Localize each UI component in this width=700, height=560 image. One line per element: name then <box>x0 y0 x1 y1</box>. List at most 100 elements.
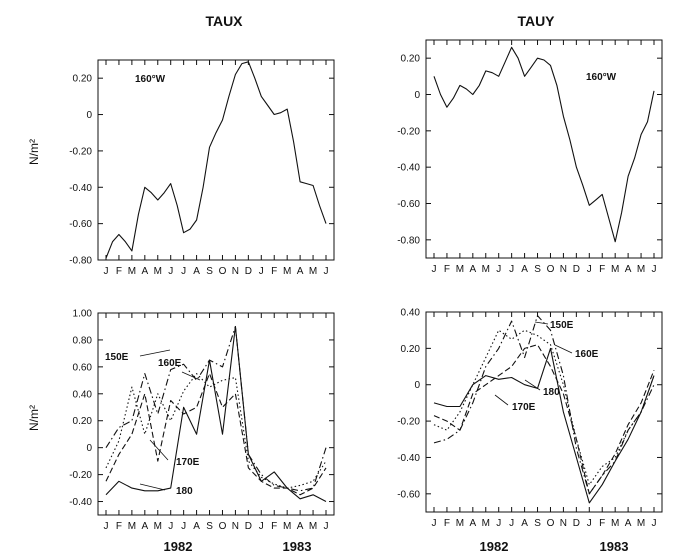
x-tick-label: F <box>599 518 605 529</box>
x-tick-label: M <box>154 521 162 532</box>
y-axis-label-bottom: N/m² <box>27 405 41 431</box>
series-line-170e <box>105 373 327 496</box>
plot-frame <box>425 311 663 513</box>
x-tick-label: S <box>206 521 213 532</box>
x-tick-label: F <box>444 264 450 275</box>
series-label-leader <box>494 394 509 406</box>
x-tick-label: J <box>259 521 264 532</box>
x-tick-label: A <box>625 264 632 275</box>
x-tick-label: F <box>444 518 450 529</box>
series-line-170e <box>433 344 655 495</box>
x-tick-label: M <box>128 521 136 532</box>
station-annotation: 160°W <box>586 72 617 83</box>
y-tick-label: -0.40 <box>397 163 420 174</box>
x-tick-label: A <box>469 264 476 275</box>
series-line-180 <box>433 347 655 504</box>
x-tick-label: M <box>128 266 136 277</box>
x-tick-label: N <box>232 266 239 277</box>
x-tick-label: J <box>496 264 501 275</box>
x-tick-label: A <box>521 518 528 529</box>
series-label-160e: 160E <box>158 358 182 369</box>
series-line <box>433 46 655 243</box>
x-tick-label: M <box>154 266 162 277</box>
series-line-180 <box>105 325 327 502</box>
x-tick-label: J <box>181 521 186 532</box>
series-label-leader <box>139 349 171 357</box>
x-tick-label: J <box>509 518 514 529</box>
x-tick-label: J <box>104 266 109 277</box>
x-tick-label: M <box>283 521 291 532</box>
x-tick-label: M <box>637 264 645 275</box>
x-tick-label: A <box>193 521 200 532</box>
series-label-180: 180 <box>543 387 560 398</box>
series-label-leader <box>149 439 169 461</box>
x-tick-label: J <box>432 264 437 275</box>
year-label-1983-right: 1983 <box>600 539 629 554</box>
x-tick-label: N <box>560 518 567 529</box>
panel-3: 1.000.800.600.400.200-0.20-0.40J F M A M J J A S… <box>69 309 335 532</box>
y-axis-label-top: N/m² <box>27 139 41 165</box>
x-tick-label: F <box>116 521 122 532</box>
x-tick-label: M <box>309 521 317 532</box>
plot-panels: 0.200-0.20-0.40-0.60-0.80J F M A M J J A S O N D J F M… <box>69 39 663 532</box>
series-label-160e: 160E <box>575 349 599 360</box>
x-tick-label: A <box>141 521 148 532</box>
y-tick-label: 0 <box>414 90 420 101</box>
x-tick-label: J <box>509 264 514 275</box>
y-tick-label: -0.40 <box>69 183 92 194</box>
x-tick-label: M <box>309 266 317 277</box>
x-tick-label: M <box>611 264 619 275</box>
series-label-170e: 170E <box>512 402 536 413</box>
x-tick-label: O <box>219 266 227 277</box>
series-line-150e <box>105 325 327 492</box>
y-tick-label: 0.40 <box>73 389 93 400</box>
x-tick-label: S <box>206 266 213 277</box>
x-tick-label: F <box>599 264 605 275</box>
y-tick-label: 0.20 <box>73 74 93 85</box>
series-label-leader <box>181 371 201 381</box>
x-tick-label: J <box>324 521 329 532</box>
y-tick-label: 0.80 <box>73 335 93 346</box>
x-tick-label: J <box>432 518 437 529</box>
x-tick-label: A <box>297 266 304 277</box>
x-tick-label: S <box>534 518 541 529</box>
x-tick-label: M <box>456 264 464 275</box>
x-tick-label: M <box>637 518 645 529</box>
x-tick-label: J <box>168 521 173 532</box>
series-label-leader <box>534 321 549 325</box>
x-tick-label: M <box>611 518 619 529</box>
y-tick-label: -0.60 <box>69 219 92 230</box>
x-tick-label: J <box>181 266 186 277</box>
y-tick-label: -0.20 <box>69 146 92 157</box>
series-label-150e: 150E <box>550 320 574 331</box>
y-tick-label: -0.80 <box>397 235 420 246</box>
series-line <box>105 61 327 259</box>
y-tick-label: -0.20 <box>397 126 420 137</box>
series-line-160e <box>105 373 327 489</box>
x-tick-label: J <box>104 521 109 532</box>
y-tick-label: -0.80 <box>69 256 92 267</box>
x-tick-label: M <box>456 518 464 529</box>
x-tick-label: D <box>573 264 580 275</box>
x-tick-label: J <box>259 266 264 277</box>
x-tick-label: A <box>193 266 200 277</box>
series-label-180: 180 <box>176 486 193 497</box>
x-tick-label: M <box>283 266 291 277</box>
x-tick-label: J <box>168 266 173 277</box>
x-tick-label: F <box>271 521 277 532</box>
series-label-leader <box>554 344 573 354</box>
y-tick-label: 0 <box>86 110 92 121</box>
x-tick-label: A <box>141 266 148 277</box>
x-tick-label: A <box>521 264 528 275</box>
x-tick-label: A <box>469 518 476 529</box>
plot-frame <box>97 312 335 516</box>
x-tick-label: D <box>573 518 580 529</box>
series-line-160e <box>433 329 655 486</box>
year-label-1982-right: 1982 <box>480 539 509 554</box>
station-annotation: 160°W <box>135 74 166 85</box>
x-tick-label: O <box>547 264 555 275</box>
x-tick-label: F <box>116 266 122 277</box>
year-label-1982-left: 1982 <box>164 539 193 554</box>
series-line-150e <box>433 315 655 495</box>
